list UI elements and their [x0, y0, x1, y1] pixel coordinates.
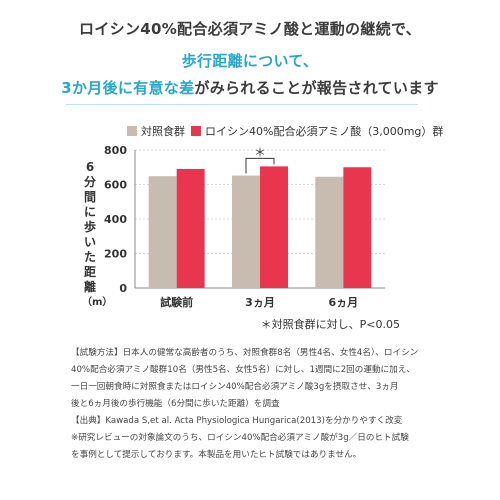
- headline-highlight: 3か月後に有意な差: [61, 79, 195, 97]
- y-axis-title-char: 間: [83, 190, 96, 204]
- headline-divider: [66, 104, 418, 105]
- significance-bracket: [245, 157, 275, 174]
- headline-rest: がみられることが報告されています: [194, 79, 439, 97]
- footnote-line: 【出典】Kawada S,et al. Acta Physiologica Hu…: [71, 416, 403, 426]
- footnote-line: を事例として提示しております。本製品を用いたヒト試験ではありません。: [71, 450, 362, 460]
- footnote-line: 一日一回朝食時に対照食またはロイシン40%配合必須アミノ酸3gを摂取させ、3ヵ月: [71, 382, 399, 392]
- y-axis-title-char: 距: [83, 265, 96, 279]
- x-tick-label: 6ヵ月: [329, 296, 359, 309]
- y-tick-label: 800: [104, 144, 127, 157]
- y-axis-title: 6 分 間 に 歩 い た 距 離 （m）: [82, 160, 113, 310]
- significance-note: ＊対照食群に対し、P<0.05: [260, 318, 400, 331]
- y-tick-label: 200: [104, 248, 127, 261]
- bar-control: [315, 176, 344, 288]
- significance-star: ＊: [254, 145, 266, 159]
- bar-treatment: [260, 166, 288, 288]
- legend-item-control: 対照食群: [127, 123, 185, 139]
- footnotes: 【試験方法】日本人の健常な高齢者のうち、対照食群8名（男性4名、女性4名）、ロイ…: [71, 345, 431, 464]
- bar-treatment: [343, 167, 372, 288]
- footnote-line: 後と6ヵ月後の歩行機能（6分間に歩いた距離）を調査: [71, 399, 280, 409]
- y-axis-title-char: た: [83, 250, 96, 264]
- headline-line-1: ロイシン40%配合必須アミノ酸と運動の継続で、: [79, 20, 421, 38]
- x-tick-label: 試験前: [160, 295, 193, 309]
- y-tick-label: 0: [119, 282, 127, 295]
- y-axis-title-char: 歩: [83, 220, 96, 234]
- headline-line-3: 3か月後に有意な差がみられることが報告されています: [0, 77, 500, 98]
- y-axis-title-char: 分: [83, 175, 96, 189]
- y-tick-label: 400: [104, 213, 127, 226]
- y-axis-title-char: い: [83, 235, 96, 249]
- y-tick-label: 600: [104, 179, 127, 192]
- footnote-line: ※研究レビューの対象論文のうち、ロイシン40%配合必須アミノ酸が3g／日のヒト試…: [71, 433, 409, 443]
- y-axis-title-char: に: [83, 205, 96, 219]
- legend-item-treatment: ロイシン40%配合必須アミノ酸（3,000mg）群: [191, 123, 443, 139]
- chart-legend: 対照食群 ロイシン40%配合必須アミノ酸（3,000mg）群: [127, 123, 449, 139]
- legend-swatch-treatment: [191, 126, 201, 136]
- x-tick-label: 3ヵ月: [245, 296, 275, 309]
- bar-control: [148, 176, 177, 288]
- bar-treatment: [176, 168, 205, 288]
- footnote-line: 40%配合必須アミノ酸群10名（男性5名、女性5名）に対し、1週間に2回の運動に…: [71, 365, 415, 375]
- headline-line-2: 歩行距離について、: [181, 52, 319, 70]
- legend-label-treatment: ロイシン40%配合必須アミノ酸（3,000mg）群: [205, 125, 444, 138]
- legend-swatch-control: [127, 126, 137, 136]
- y-axis-title-char: 離: [83, 280, 96, 294]
- bar-control: [232, 175, 260, 288]
- y-axis-title-char: （m）: [82, 297, 113, 308]
- footnote-line: 【試験方法】日本人の健常な高齢者のうち、対照食群8名（男性4名、女性4名）、ロイ…: [71, 348, 419, 358]
- y-axis-title-char: 6: [85, 160, 95, 174]
- legend-label-control: 対照食群: [141, 125, 185, 138]
